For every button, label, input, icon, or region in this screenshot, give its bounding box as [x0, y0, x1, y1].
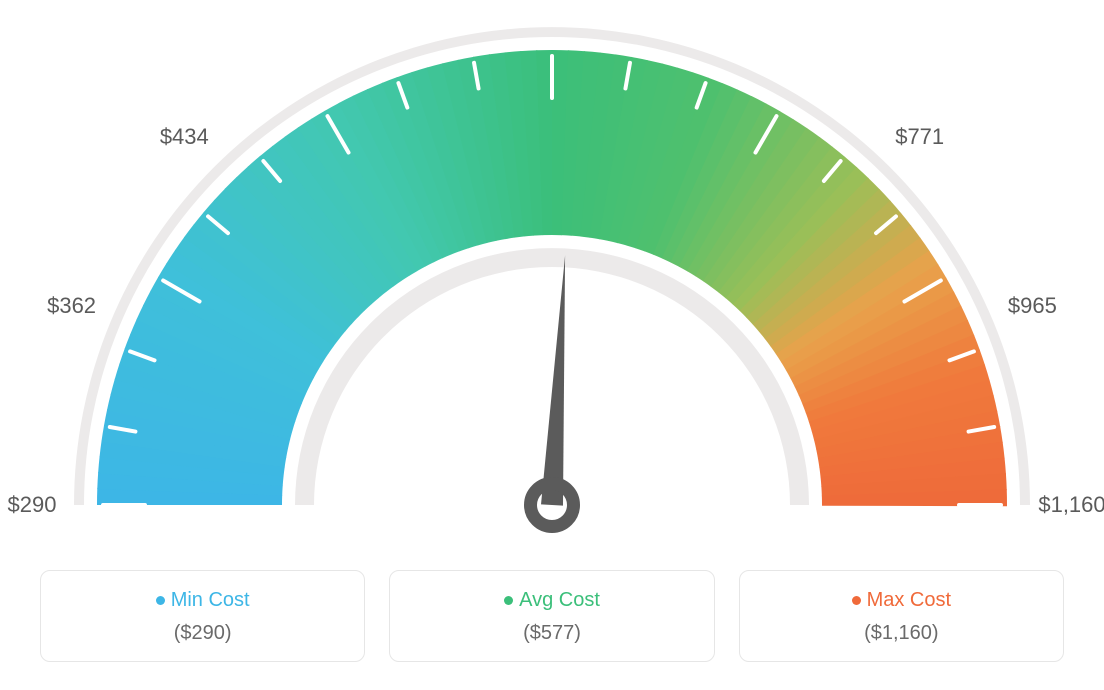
legend-value-max: ($1,160): [752, 622, 1051, 645]
dot-avg: [504, 596, 513, 605]
gauge-tick-label: $434: [160, 124, 209, 150]
gauge-tick-label: $362: [47, 293, 96, 319]
gauge-svg: [0, 0, 1104, 560]
legend-card-max: Max Cost ($1,160): [739, 570, 1064, 662]
legend-title-max: Max Cost: [752, 589, 1051, 612]
gauge-tick-label: $771: [895, 124, 944, 150]
dot-min: [156, 596, 165, 605]
dot-max: [852, 596, 861, 605]
gauge-tick-label: $965: [1008, 293, 1057, 319]
legend-title-avg-text: Avg Cost: [519, 589, 600, 611]
legend-card-avg: Avg Cost ($577): [389, 570, 714, 662]
legend-title-avg: Avg Cost: [402, 589, 701, 612]
gauge-tick-label: $1,160: [1038, 492, 1104, 518]
legend-value-avg: ($577): [402, 622, 701, 645]
legend-value-min: ($290): [53, 622, 352, 645]
legend-card-min: Min Cost ($290): [40, 570, 365, 662]
legend-title-max-text: Max Cost: [867, 589, 951, 611]
gauge-tick-label: $290: [8, 492, 57, 518]
legend-title-min-text: Min Cost: [171, 589, 250, 611]
gauge-container: $290$362$434$577$771$965$1,160: [0, 0, 1104, 560]
legend-row: Min Cost ($290) Avg Cost ($577) Max Cost…: [40, 570, 1064, 662]
legend-title-min: Min Cost: [53, 589, 352, 612]
